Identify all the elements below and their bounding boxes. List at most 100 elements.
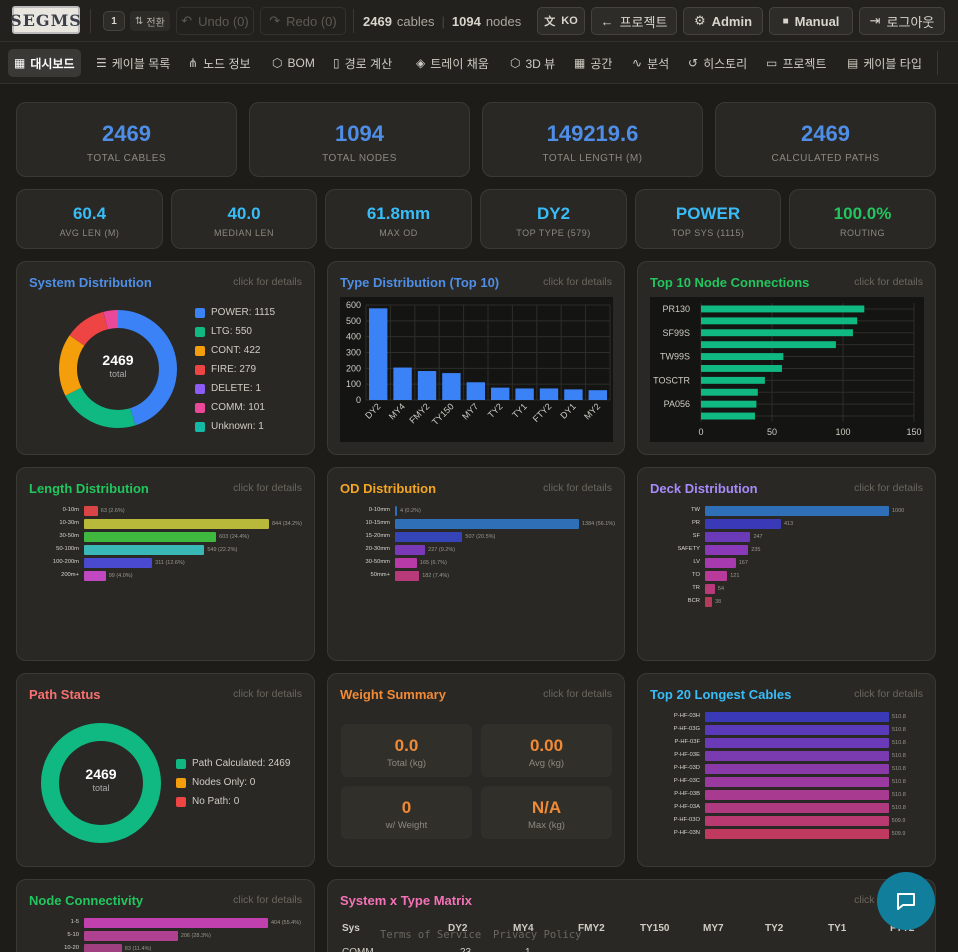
- bar[interactable]: [705, 558, 736, 568]
- bar[interactable]: [701, 317, 858, 325]
- bar[interactable]: [705, 571, 728, 581]
- switch-button[interactable]: ⇅ 전환: [130, 11, 170, 31]
- length-distribution-panel[interactable]: Length Distribution click for details 0-…: [16, 467, 315, 661]
- bar[interactable]: [705, 764, 889, 774]
- path-status-panel[interactable]: Path Status click for details 2469 total…: [16, 673, 315, 867]
- bar[interactable]: [705, 545, 749, 555]
- node-connections-panel[interactable]: Top 10 Node Connections click for detail…: [637, 261, 936, 455]
- bar[interactable]: [705, 738, 889, 748]
- bar[interactable]: [705, 584, 715, 594]
- bar[interactable]: [539, 388, 559, 400]
- system-type-matrix-panel[interactable]: System x Type Matrix click for details S…: [327, 879, 936, 952]
- bar[interactable]: [701, 329, 853, 337]
- logout-button[interactable]: ⇥ 로그아웃: [859, 7, 945, 35]
- bar[interactable]: [84, 519, 269, 529]
- bar[interactable]: [705, 829, 889, 839]
- bar[interactable]: [705, 751, 889, 761]
- bar[interactable]: [442, 373, 461, 400]
- bar[interactable]: [705, 506, 889, 516]
- bar[interactable]: [466, 382, 485, 400]
- tab-cable-type[interactable]: ▤ 케이블 타입: [847, 56, 922, 71]
- node-connectivity-panel[interactable]: Node Connectivity click for details 1-5 4…: [16, 879, 315, 952]
- system-donut-chart[interactable]: [57, 308, 179, 430]
- bar[interactable]: [705, 597, 712, 607]
- bar[interactable]: [369, 308, 388, 400]
- privacy-link[interactable]: Privacy Policy: [493, 929, 582, 941]
- bar[interactable]: [84, 931, 178, 941]
- bar[interactable]: [701, 376, 765, 384]
- node-connections-chart[interactable]: 0 50 100 150 PR130 SF99S TW99S TOSCTR PA056: [650, 297, 924, 442]
- bar[interactable]: [705, 712, 889, 722]
- tab-history[interactable]: ↺ 히스토리: [688, 56, 748, 71]
- longest-cables-panel[interactable]: Top 20 Longest Cables click for details …: [637, 673, 936, 867]
- bar[interactable]: [705, 532, 751, 542]
- bar[interactable]: [84, 558, 153, 568]
- bar[interactable]: [705, 777, 889, 787]
- redo-button[interactable]: ↷ Redo (0): [260, 7, 346, 35]
- tab-node-info[interactable]: ⋔ 노드 정보: [188, 56, 251, 71]
- tab-route-calc[interactable]: ▯ 경로 계산: [333, 56, 393, 71]
- bar-value: 509.9: [891, 831, 906, 837]
- deck-distribution-panel[interactable]: Deck Distribution click for details TW 10…: [637, 467, 936, 661]
- bar[interactable]: [395, 532, 463, 542]
- donut-segment-calculated[interactable]: [41, 723, 161, 843]
- bar[interactable]: [395, 571, 420, 581]
- bar[interactable]: [395, 545, 426, 555]
- bar[interactable]: [393, 367, 412, 400]
- bar[interactable]: [701, 341, 836, 349]
- system-distribution-panel[interactable]: System Distribution click for details 24…: [16, 261, 315, 455]
- bar[interactable]: [515, 388, 534, 400]
- bar[interactable]: [395, 519, 579, 529]
- donut-segment-1[interactable]: [59, 310, 177, 428]
- tab-analysis[interactable]: ∿ 분석: [632, 56, 670, 71]
- tab-tray-fill[interactable]: ◈ 트레이 채움: [416, 56, 489, 71]
- bar-label: SAFETY: [677, 546, 700, 552]
- bar[interactable]: [84, 532, 217, 542]
- bar[interactable]: [705, 725, 889, 735]
- tab-project[interactable]: ▭ 프로젝트: [766, 56, 827, 71]
- bar[interactable]: [84, 571, 106, 581]
- count-summary: 2469 cables | 1094 nodes: [363, 13, 522, 29]
- app-logo[interactable]: SEGMS: [10, 6, 81, 34]
- manual-button[interactable]: ■ Manual: [769, 7, 853, 35]
- bar[interactable]: [705, 790, 889, 800]
- path-status-donut[interactable]: [40, 722, 162, 844]
- tab-dashboard[interactable]: ▦ 대시보드: [8, 49, 81, 77]
- bar[interactable]: [705, 803, 889, 813]
- bar[interactable]: [395, 506, 397, 516]
- donut-segment-5[interactable]: [59, 310, 177, 428]
- od-distribution-panel[interactable]: OD Distribution click for details 0-10mm…: [327, 467, 625, 661]
- tab-3d-view[interactable]: ⬡ 3D 뷰: [510, 56, 556, 71]
- bar[interactable]: [701, 305, 865, 313]
- bar[interactable]: [84, 545, 205, 555]
- type-distribution-panel[interactable]: Type Distribution (Top 10) click for det…: [327, 261, 625, 455]
- bar[interactable]: [84, 944, 122, 952]
- bar-label: BCR: [687, 598, 700, 604]
- project-button[interactable]: ← 프로젝트: [591, 7, 677, 35]
- terms-link[interactable]: Terms of Service: [380, 929, 482, 941]
- admin-button[interactable]: ⚙ Admin: [683, 7, 763, 35]
- bar[interactable]: [588, 390, 607, 400]
- chat-button[interactable]: [877, 872, 935, 930]
- bar[interactable]: [701, 353, 784, 360]
- bar[interactable]: [701, 388, 758, 396]
- bar[interactable]: [491, 387, 510, 400]
- bar[interactable]: [564, 389, 583, 400]
- bar[interactable]: [84, 918, 268, 928]
- bar[interactable]: [701, 400, 757, 408]
- undo-button[interactable]: ↶ Undo (0): [176, 7, 254, 35]
- tab-bom[interactable]: ⬡ BOM: [272, 56, 315, 70]
- tab-cable-list[interactable]: ☰ 케이블 목록: [96, 56, 171, 71]
- donut-segment-2[interactable]: [59, 310, 177, 428]
- bar[interactable]: [84, 506, 98, 516]
- bar[interactable]: [417, 371, 437, 400]
- language-button[interactable]: 文 KO: [537, 7, 585, 35]
- tab-space[interactable]: ▦ 공간: [574, 56, 613, 71]
- bar[interactable]: [705, 816, 889, 826]
- bar[interactable]: [395, 558, 417, 568]
- weight-summary-panel[interactable]: Weight Summary click for details 0.0 Tot…: [327, 673, 625, 867]
- bar[interactable]: [701, 365, 782, 372]
- bar[interactable]: [701, 412, 755, 420]
- bar[interactable]: [705, 519, 781, 529]
